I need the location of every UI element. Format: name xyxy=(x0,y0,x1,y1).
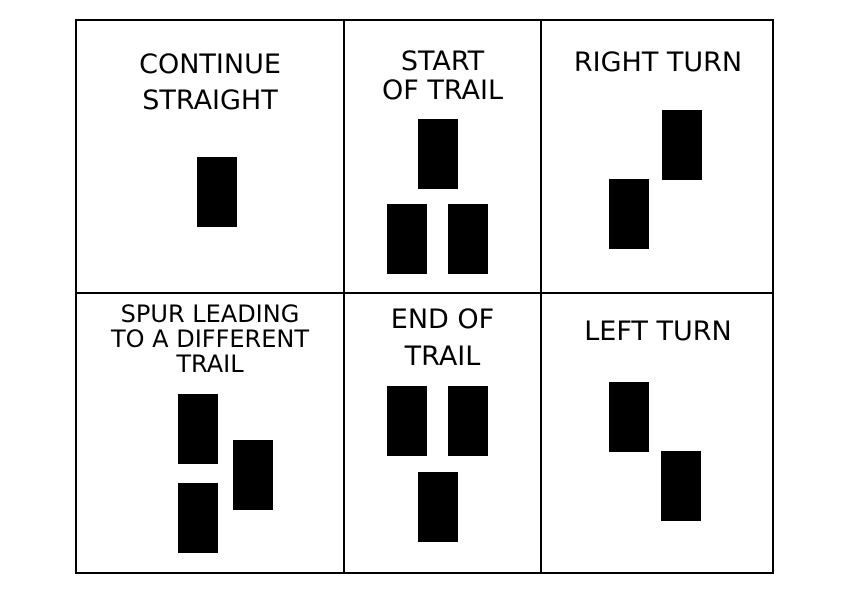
cell-label: SPUR LEADING TO A DIFFERENT TRAIL xyxy=(110,300,309,378)
cell-start-of-trail: START OF TRAIL xyxy=(345,21,540,292)
blaze-mark xyxy=(609,179,649,249)
cell-continue-straight: CONTINUE STRAIGHT xyxy=(77,21,343,292)
trail-blaze-legend-grid: CONTINUE STRAIGHT START OF TRAIL RIGHT T… xyxy=(75,19,774,574)
blaze-mark xyxy=(609,382,649,452)
blaze-mark xyxy=(387,386,427,456)
cell-right-turn: RIGHT TURN xyxy=(542,21,774,292)
blaze-mark xyxy=(178,483,218,553)
blaze-mark xyxy=(233,440,273,510)
cell-label: CONTINUE STRAIGHT xyxy=(139,49,281,116)
blaze-mark xyxy=(387,204,427,274)
cell-label: START OF TRAIL xyxy=(382,46,503,106)
cell-left-turn: LEFT TURN xyxy=(542,294,774,574)
blaze-mark xyxy=(662,110,702,180)
cell-label: END OF TRAIL xyxy=(390,304,495,372)
cell-label: RIGHT TURN xyxy=(573,47,743,78)
blaze-mark xyxy=(178,394,218,464)
cell-spur-trail: SPUR LEADING TO A DIFFERENT TRAIL xyxy=(77,294,343,574)
blaze-mark xyxy=(661,451,701,521)
row-divider xyxy=(77,292,772,294)
blaze-mark xyxy=(418,472,458,542)
blaze-mark xyxy=(448,204,488,274)
blaze-mark xyxy=(448,386,488,456)
cell-end-of-trail: END OF TRAIL xyxy=(345,294,540,574)
column-divider xyxy=(540,21,542,572)
column-divider xyxy=(343,21,345,572)
blaze-mark xyxy=(418,119,458,189)
cell-label: LEFT TURN xyxy=(584,316,732,347)
blaze-mark xyxy=(197,157,237,227)
